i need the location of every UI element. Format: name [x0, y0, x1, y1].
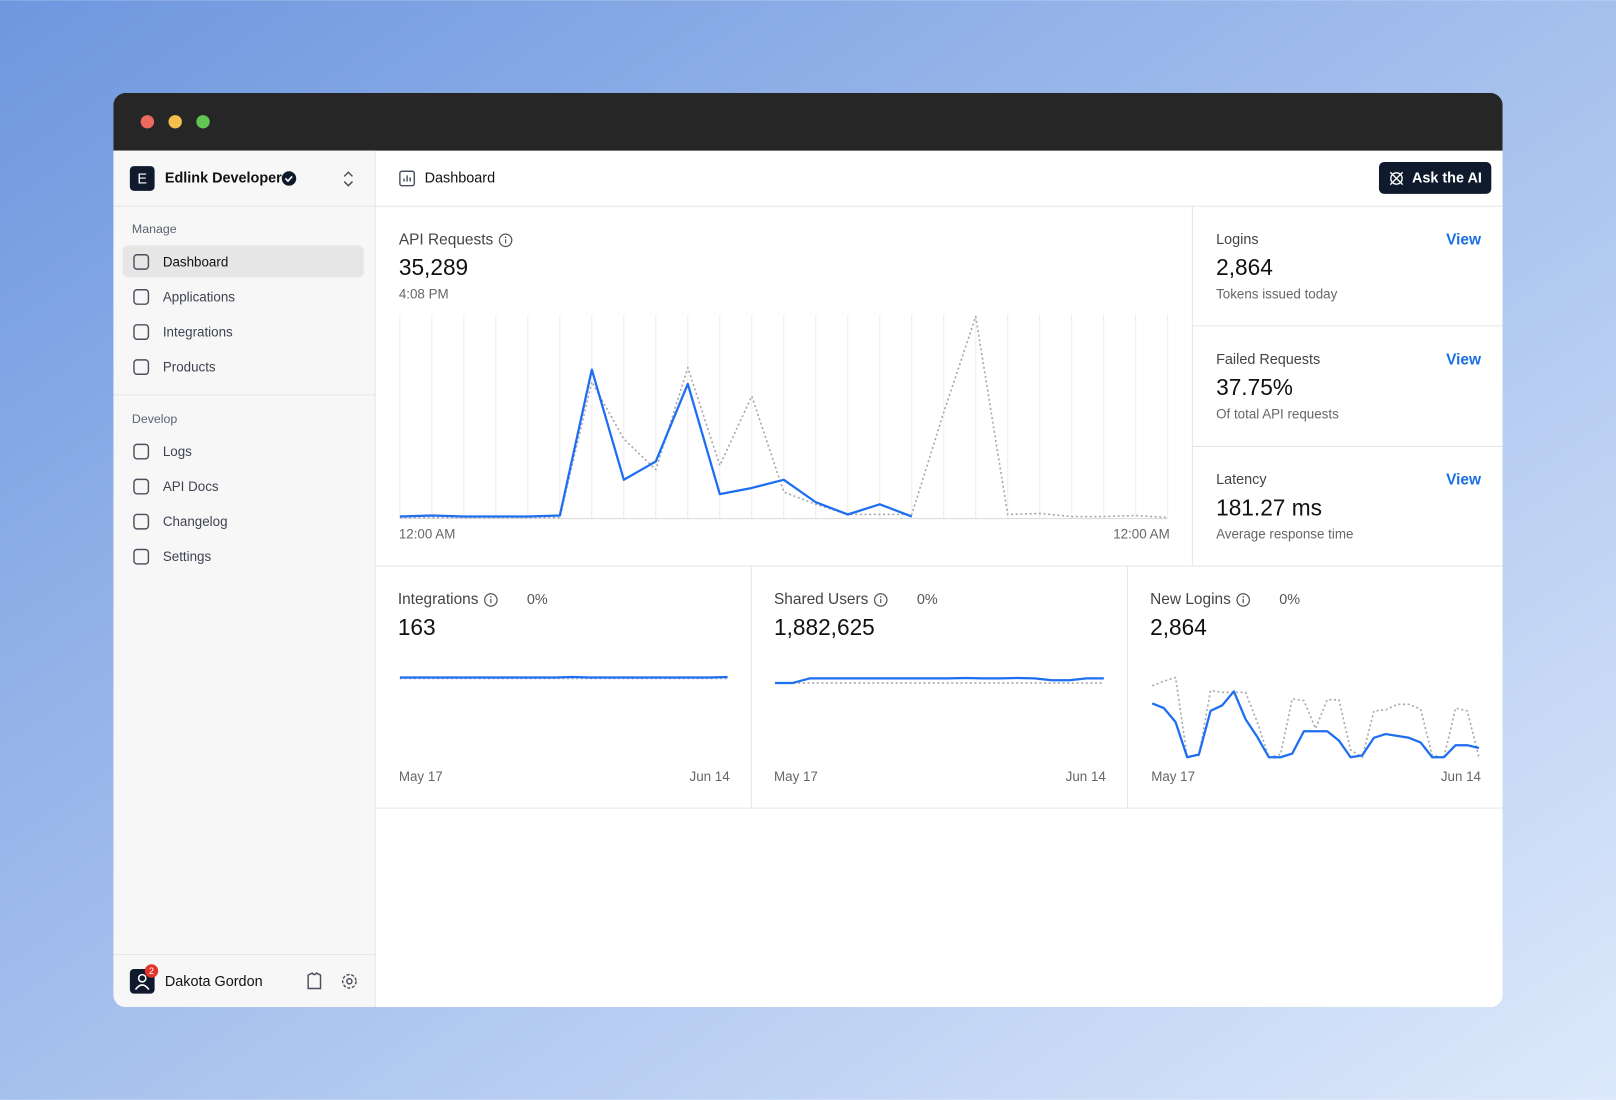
nav-item[interactable]: API Docs — [163, 479, 219, 494]
notification-count: 2 — [149, 966, 154, 976]
chart-change: 0% — [917, 592, 938, 608]
metric-caption: Of total API requests — [1216, 407, 1339, 422]
info-icon[interactable] — [498, 233, 513, 248]
series-line — [1151, 690, 1480, 759]
settings-button[interactable] — [341, 973, 357, 989]
org-initial: E — [137, 171, 147, 187]
nav-icon — [133, 513, 150, 530]
content: Logins View 2,864 Tokens issued today Failed… — [398, 231, 1482, 783]
x-tick-label: Jun 14 — [690, 769, 731, 784]
notification-badge — [144, 964, 159, 978]
series-line — [399, 368, 913, 518]
x-tick-label: 12:00 AM — [1113, 527, 1170, 542]
x-tick-label: Jun 14 — [1066, 769, 1107, 784]
metric-title: Latency — [1216, 472, 1267, 488]
info-icon[interactable] — [873, 593, 888, 607]
nav-item[interactable]: Logs — [163, 444, 192, 459]
info-icon — [879, 596, 882, 598]
nav: Manage Dashboard Applications Integrations P… — [132, 222, 235, 565]
metric-link[interactable]: View — [1446, 351, 1482, 368]
close-button[interactable] — [140, 115, 155, 129]
nav-item[interactable]: Settings — [163, 549, 212, 564]
avatar-icon — [134, 984, 150, 991]
chart-subtitle: 4:08 PM — [399, 286, 449, 301]
chart-value: 163 — [398, 614, 436, 640]
org-name[interactable]: Edlink Developer — [165, 170, 282, 186]
info-icon — [504, 236, 507, 239]
x-tick-label: 12:00 AM — [399, 527, 456, 542]
metric-caption: Tokens issued today — [1216, 286, 1338, 301]
nav-icon — [133, 478, 150, 495]
metric-link[interactable]: View — [1446, 472, 1482, 489]
chart-value: 1,882,625 — [774, 614, 875, 640]
nav-section: Manage — [132, 222, 177, 236]
info-icon[interactable] — [484, 593, 498, 607]
nav-item[interactable]: Integrations — [163, 325, 233, 340]
x-tick-label: May 17 — [1151, 769, 1195, 784]
nav-icon — [133, 443, 150, 460]
sidebar — [113, 150, 376, 1008]
chart-value: 35,289 — [399, 254, 468, 280]
info-icon — [1242, 596, 1245, 598]
ask-ai-label[interactable]: Ask the AI — [1412, 170, 1482, 186]
metric-value: 37.75% — [1216, 374, 1293, 400]
avatar-icon — [137, 973, 147, 983]
x-tick-label: May 17 — [399, 769, 443, 784]
chart-title: API Requests — [399, 231, 494, 248]
nav-item[interactable]: Changelog — [163, 514, 228, 529]
info-icon[interactable] — [1236, 593, 1251, 607]
metric-title: Failed Requests — [1216, 352, 1320, 368]
chart-title: New Logins — [1150, 591, 1231, 608]
x-tick-label: Jun 14 — [1441, 769, 1482, 784]
metric-link[interactable]: View — [1446, 231, 1482, 248]
shirt-button[interactable] — [307, 972, 322, 990]
chart-change: 0% — [1279, 592, 1300, 608]
metric-caption: Average response time — [1216, 527, 1353, 542]
nav-icon — [133, 359, 150, 376]
dashboard-icon — [399, 170, 416, 187]
nav-section: Develop — [132, 412, 177, 426]
nav-item[interactable]: Products — [163, 360, 216, 375]
nav-item[interactable]: Applications — [163, 290, 235, 305]
ai-icon — [1389, 171, 1404, 186]
org-switcher[interactable] — [343, 171, 353, 187]
chart-title: Shared Users — [774, 591, 869, 608]
nav-icon — [133, 324, 150, 340]
zoom-button[interactable] — [196, 115, 210, 129]
metric-value: 2,864 — [1216, 254, 1273, 280]
nav-icon — [133, 548, 150, 565]
series-line — [775, 676, 1104, 685]
chart-value: 2,864 — [1150, 614, 1207, 640]
nav-icon — [133, 254, 150, 270]
nav-item[interactable]: Dashboard — [163, 255, 228, 270]
chart-change: 0% — [527, 592, 548, 608]
series-line — [1151, 676, 1480, 759]
series-line — [399, 315, 1168, 519]
minimize-button[interactable] — [168, 115, 182, 129]
active-nav-bg — [122, 245, 364, 278]
window: E Edlink Developer Manage Dashboard Applic… — [113, 92, 1503, 1008]
metric-value: 181.27 ms — [1216, 494, 1322, 520]
page-title: Dashboard — [425, 170, 495, 186]
org-logo — [129, 166, 155, 191]
chart-title: Integrations — [398, 591, 479, 608]
verified-badge — [281, 171, 297, 186]
ask-ai-button[interactable] — [1378, 161, 1492, 194]
info-icon — [490, 596, 492, 598]
user-name[interactable]: Dakota Gordon — [165, 974, 263, 990]
nav-icon — [133, 289, 150, 305]
x-tick-label: May 17 — [774, 769, 818, 784]
title-bar — [113, 92, 1503, 151]
metric-title: Logins — [1216, 232, 1258, 248]
